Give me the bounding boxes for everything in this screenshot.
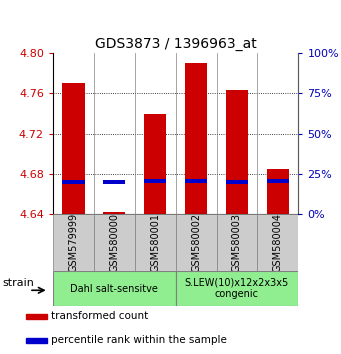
Bar — [135, 214, 176, 271]
Bar — [176, 214, 217, 271]
Bar — [144, 179, 166, 183]
Text: GSM580000: GSM580000 — [109, 213, 119, 272]
Bar — [185, 63, 207, 214]
Bar — [267, 169, 289, 214]
Text: GSM579999: GSM579999 — [68, 213, 78, 272]
Text: transformed count: transformed count — [51, 311, 148, 321]
Text: GSM580004: GSM580004 — [273, 213, 283, 272]
Bar — [226, 90, 248, 214]
Bar — [176, 271, 298, 306]
Bar — [217, 214, 257, 271]
Bar — [62, 180, 85, 184]
Bar — [62, 83, 85, 214]
Bar — [53, 271, 176, 306]
Bar — [26, 314, 47, 319]
Bar — [185, 179, 207, 183]
Title: GDS3873 / 1396963_at: GDS3873 / 1396963_at — [95, 37, 256, 51]
Text: Dahl salt-sensitve: Dahl salt-sensitve — [70, 284, 158, 293]
Bar — [267, 179, 289, 183]
Text: strain: strain — [3, 278, 34, 288]
Bar — [103, 212, 125, 214]
Text: GSM580002: GSM580002 — [191, 213, 201, 272]
Text: GSM580003: GSM580003 — [232, 213, 242, 272]
Bar — [103, 180, 125, 184]
Bar — [144, 114, 166, 214]
Text: percentile rank within the sample: percentile rank within the sample — [51, 335, 226, 345]
Text: GSM580001: GSM580001 — [150, 213, 160, 272]
Bar — [26, 337, 47, 343]
Bar — [53, 214, 94, 271]
Bar — [257, 214, 298, 271]
Bar — [94, 214, 135, 271]
Text: S.LEW(10)x12x2x3x5
congenic: S.LEW(10)x12x2x3x5 congenic — [185, 278, 289, 299]
Bar — [226, 180, 248, 184]
